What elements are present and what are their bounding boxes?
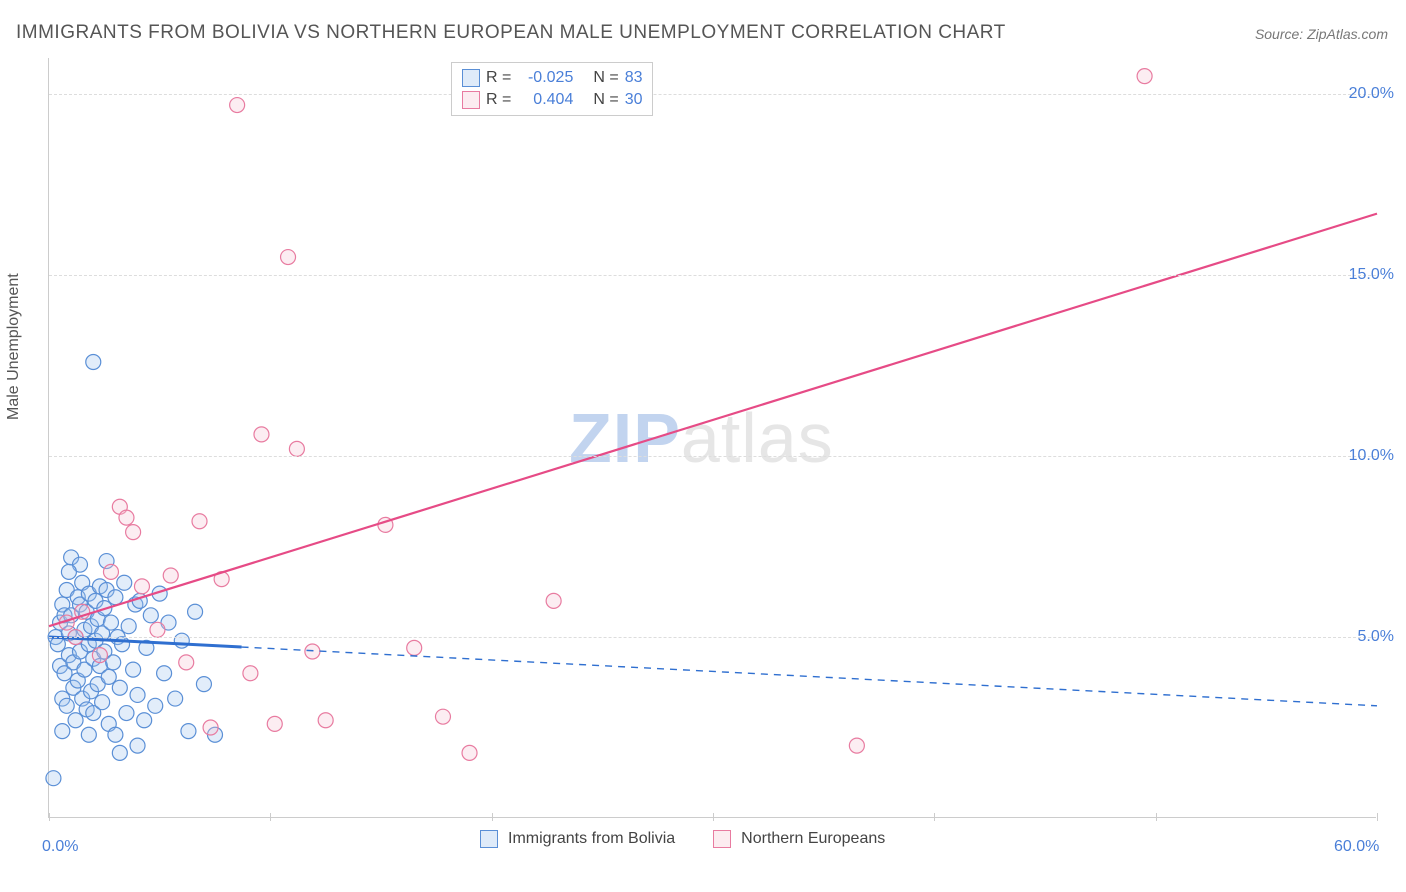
data-point [95, 695, 110, 710]
legend-r-value: -0.025 [517, 67, 573, 89]
chart-container: IMMIGRANTS FROM BOLIVIA VS NORTHERN EURO… [0, 0, 1406, 892]
data-point [103, 564, 118, 579]
data-point [849, 738, 864, 753]
data-point [134, 579, 149, 594]
data-point [130, 738, 145, 753]
data-point [81, 727, 96, 742]
data-point [196, 677, 211, 692]
correlation-legend-box: R = -0.025 N = 83 R = 0.404 N = 30 [451, 62, 653, 116]
y-tick-label: 15.0% [1349, 266, 1394, 284]
y-tick-label: 5.0% [1358, 628, 1394, 646]
data-point [143, 608, 158, 623]
source-label: Source: ZipAtlas.com [1255, 26, 1388, 42]
data-point [181, 724, 196, 739]
data-point [119, 706, 134, 721]
data-point [318, 713, 333, 728]
legend-row: R = 0.404 N = 30 [462, 89, 642, 111]
data-point [119, 510, 134, 525]
data-point [281, 250, 296, 265]
data-point [163, 568, 178, 583]
plot-svg [49, 58, 1376, 817]
data-point [137, 713, 152, 728]
series-legend: Immigrants from Bolivia Northern European… [480, 830, 885, 848]
y-axis-label: Male Unemployment [5, 273, 23, 420]
gridline [49, 637, 1376, 638]
data-point [86, 355, 101, 370]
data-point [230, 98, 245, 113]
legend-n-label: N = [593, 89, 618, 111]
legend-swatch [713, 830, 731, 848]
data-point [192, 514, 207, 529]
data-point [546, 593, 561, 608]
legend-swatch [480, 830, 498, 848]
data-point [462, 745, 477, 760]
data-point [407, 640, 422, 655]
data-point [254, 427, 269, 442]
data-point [112, 680, 127, 695]
legend-series-label: Northern Europeans [741, 830, 885, 848]
data-point [108, 590, 123, 605]
x-tick [492, 813, 493, 821]
gridline [49, 275, 1376, 276]
data-point [61, 564, 76, 579]
data-point [130, 687, 145, 702]
legend-swatch [462, 91, 480, 109]
data-point [59, 698, 74, 713]
legend-series-label: Immigrants from Bolivia [508, 830, 675, 848]
data-point [108, 727, 123, 742]
data-point [117, 575, 132, 590]
data-point [243, 666, 258, 681]
gridline [49, 456, 1376, 457]
x-tick [49, 813, 50, 821]
legend-n-label: N = [593, 67, 618, 89]
data-point [203, 720, 218, 735]
legend-n-value: 83 [625, 67, 643, 89]
data-point [115, 637, 130, 652]
plot-area: ZIPatlas [48, 58, 1376, 818]
data-point [126, 525, 141, 540]
legend-r-label: R = [486, 67, 511, 89]
data-point [267, 716, 282, 731]
data-point [157, 666, 172, 681]
data-point [112, 745, 127, 760]
legend-row: R = -0.025 N = 83 [462, 67, 642, 89]
data-point [55, 724, 70, 739]
x-tick [270, 813, 271, 821]
data-point [1137, 69, 1152, 84]
trend-line-dashed [242, 647, 1377, 706]
data-point [126, 662, 141, 677]
data-point [168, 691, 183, 706]
data-point [106, 655, 121, 670]
gridline [49, 94, 1376, 95]
x-tick-label: 0.0% [42, 838, 78, 856]
data-point [179, 655, 194, 670]
legend-n-value: 30 [625, 89, 643, 111]
chart-title: IMMIGRANTS FROM BOLIVIA VS NORTHERN EURO… [16, 22, 1006, 44]
data-point [92, 648, 107, 663]
data-point [174, 633, 189, 648]
legend-r-label: R = [486, 89, 511, 111]
data-point [188, 604, 203, 619]
data-point [148, 698, 163, 713]
y-tick-label: 20.0% [1349, 85, 1394, 103]
x-tick [1156, 813, 1157, 821]
data-point [150, 622, 165, 637]
x-tick [1377, 813, 1378, 821]
x-tick-label: 60.0% [1334, 838, 1379, 856]
x-tick [713, 813, 714, 821]
data-point [305, 644, 320, 659]
data-point [46, 771, 61, 786]
data-point [289, 441, 304, 456]
legend-swatch [462, 69, 480, 87]
x-tick [934, 813, 935, 821]
data-point [435, 709, 450, 724]
legend-r-value: 0.404 [517, 89, 573, 111]
data-point [103, 615, 118, 630]
data-point [121, 619, 136, 634]
y-tick-label: 10.0% [1349, 447, 1394, 465]
